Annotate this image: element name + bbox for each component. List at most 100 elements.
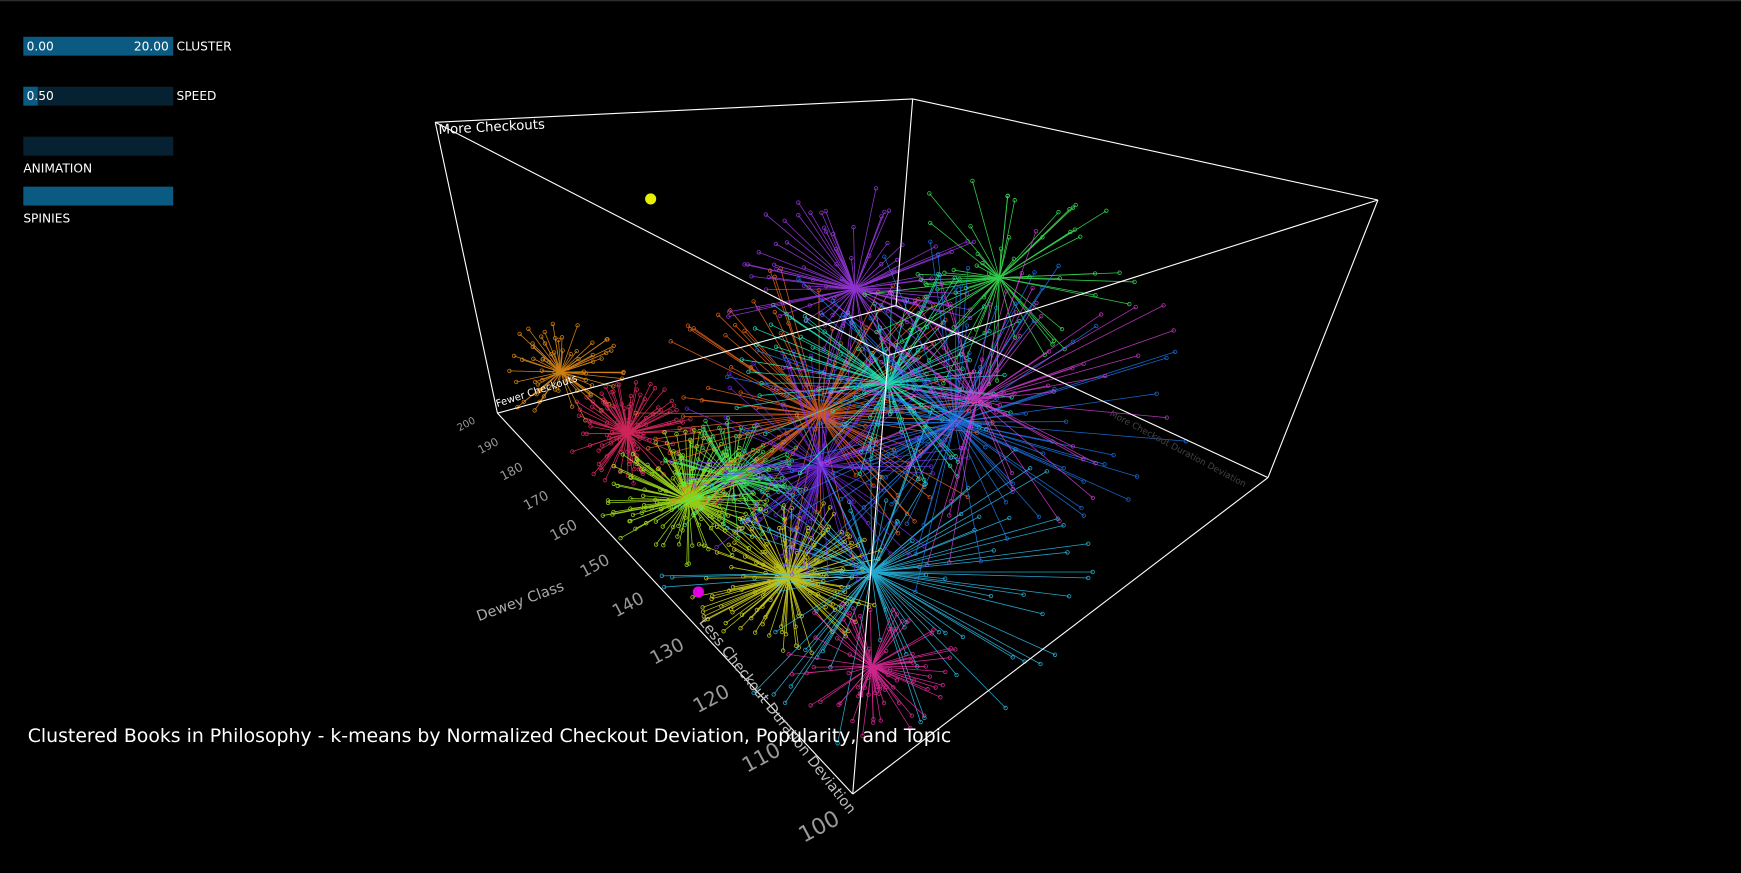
spine [821,368,836,467]
spine-tip [1019,271,1025,276]
slider-value: 0.50 [27,89,54,103]
spine-tip [807,565,812,571]
spine [871,666,894,688]
spine [688,499,722,516]
spine-tip [908,658,914,664]
spine [792,414,820,455]
spine [853,621,872,667]
spine-tip [634,387,639,392]
spinies-toggle[interactable]: SPINIES [23,186,174,226]
spine [854,288,943,298]
spine-tip [1051,389,1056,394]
spine-tip [690,543,695,548]
spine-tip [879,360,884,365]
spine-tip [797,470,803,476]
spine-tip [911,678,917,683]
spine-tip [925,442,930,447]
spine-tip [611,481,616,486]
cluster-slider[interactable]: 0.00 20.00 CLUSTER [23,36,232,56]
spine-tip [1012,198,1017,203]
spine-tip [596,448,601,453]
spine [698,543,789,578]
spine [936,327,978,401]
spine-tip [1012,301,1018,306]
spine-tip [788,684,793,689]
spine-tip [1045,383,1051,388]
spine-tip [697,429,702,434]
speed-slider[interactable]: 0.50 SPEED [23,86,216,106]
spine-tip [1010,489,1015,495]
spine-tip [1028,466,1033,471]
spine [871,665,943,686]
toggle-button[interactable] [23,136,174,156]
spine-tip [991,548,996,553]
spine [560,353,572,373]
spine [854,210,890,289]
spine-tip [739,612,745,617]
spine-tip [860,555,866,560]
spine-tip [923,481,928,486]
spine-tip [628,475,634,480]
spine-tip [634,456,639,461]
spine [937,254,956,423]
spine [940,399,978,446]
spine-tip [609,348,614,353]
spine-tip [1079,505,1084,511]
spine [871,571,887,610]
spine-tip [912,519,917,524]
spine-tip [978,365,983,370]
spine-tip [917,326,923,332]
spine [876,277,1000,333]
spine [635,499,689,530]
spine [854,246,936,290]
spine-tip [841,546,846,551]
spine [853,227,856,289]
slider-track[interactable] [23,36,174,56]
spine [788,560,817,578]
spine [871,467,1031,573]
spine-tip [827,505,833,510]
spine [923,421,956,525]
spine-tip [641,431,646,436]
spine-tip [628,496,633,501]
spine-tip [808,210,813,215]
spine [999,277,1130,305]
spine-tip [1013,310,1019,315]
spine-tip [723,333,728,338]
spine-tip [590,340,595,345]
spine [954,307,997,423]
spine-tip [1081,361,1086,367]
spine [809,421,956,569]
spine-tip [806,285,811,290]
spine [871,571,964,638]
spine-tip [726,588,732,593]
spine [999,273,1096,279]
spine-tip [659,573,665,579]
spine [688,499,748,522]
spine-tip [633,410,638,416]
spine [786,394,955,423]
spine-tip [800,358,806,364]
spine-tip [712,500,718,506]
spine-tip [941,320,946,325]
spine-tip [948,645,953,651]
spine [819,414,854,559]
toggle-button[interactable] [23,186,174,206]
spine [670,340,820,415]
spine [627,409,677,434]
spine-tip [780,648,786,653]
animation-toggle[interactable]: ANIMATION [23,136,174,176]
spine-tip [950,416,956,421]
spine [655,499,689,545]
spine-tip [670,575,675,580]
spine-tip [830,602,836,607]
spine-tip [825,566,830,571]
spine-tip [894,612,899,617]
spine [732,465,790,478]
spine [803,466,823,567]
spine-tip [796,200,801,205]
spine-tip [590,359,596,364]
slider-track[interactable] [23,86,174,106]
spine-tip [740,525,745,531]
spine-tip [621,370,626,376]
